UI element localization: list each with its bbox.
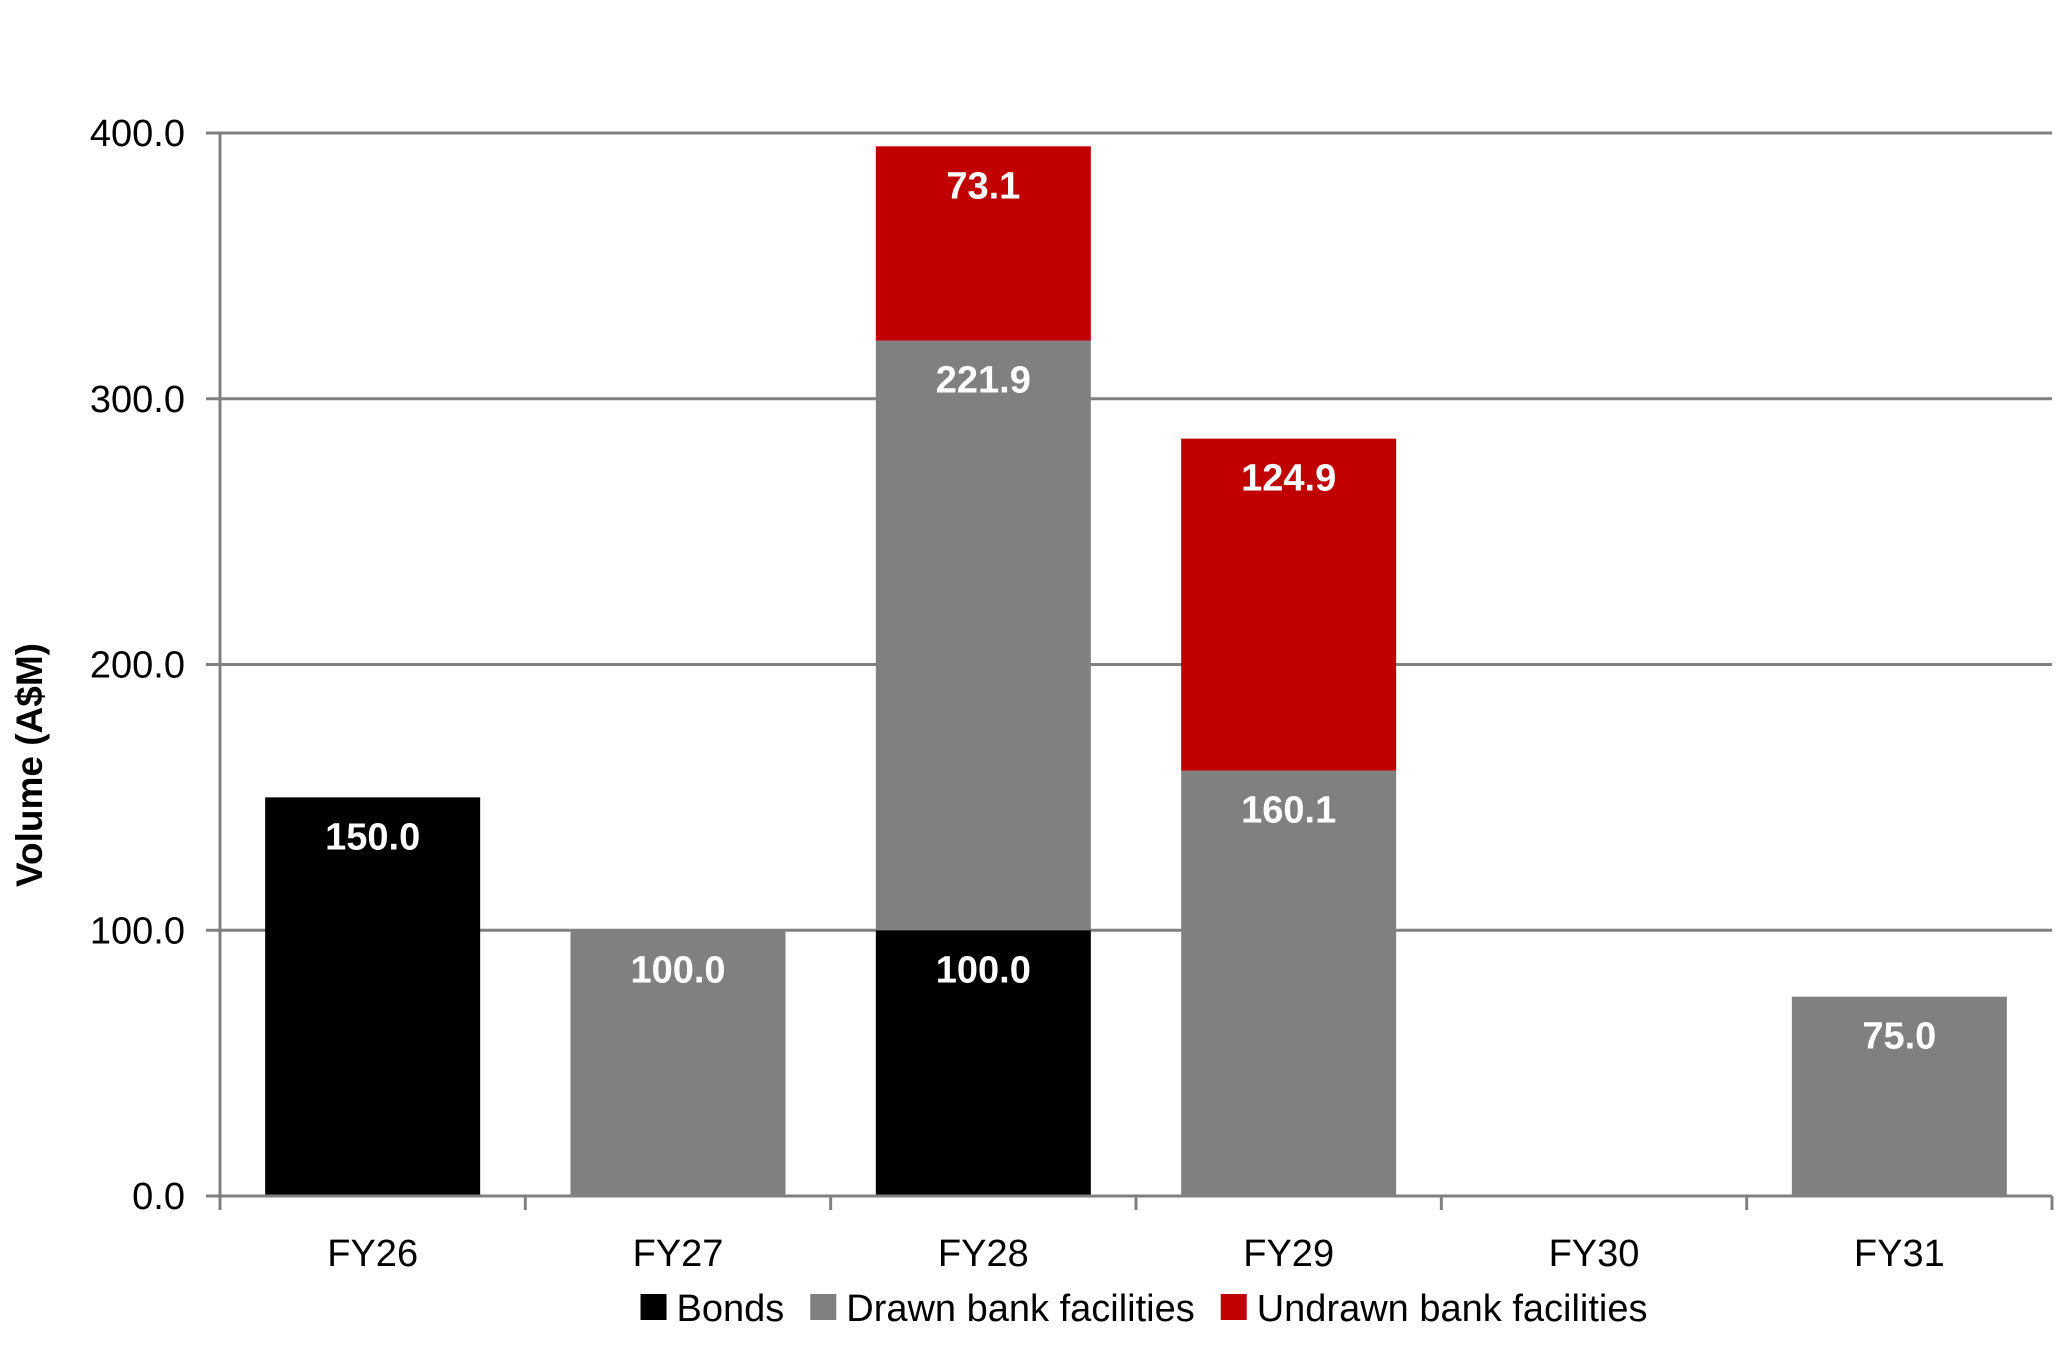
bar-segment xyxy=(570,930,786,1196)
data-label: 75.0 xyxy=(1862,1016,1936,1058)
bars xyxy=(265,146,2007,1196)
x-tick-label: FY26 xyxy=(327,1233,418,1275)
bar-segment xyxy=(1181,438,1397,771)
x-tick-label: FY31 xyxy=(1854,1233,1945,1275)
data-label: 73.1 xyxy=(946,165,1020,207)
bar-segment xyxy=(875,930,1091,1196)
y-axis-title: Volume (A$M) xyxy=(9,643,50,887)
data-label: 160.1 xyxy=(1241,790,1336,832)
data-label: 100.0 xyxy=(630,949,725,991)
bar-segment xyxy=(265,797,481,1196)
legend-swatch xyxy=(1220,1294,1247,1320)
x-tick-label: FY27 xyxy=(633,1233,724,1275)
x-tick-label: FY30 xyxy=(1549,1233,1640,1275)
bar-segment xyxy=(1181,770,1397,1196)
legend-label: Undrawn bank facilities xyxy=(1257,1288,1648,1330)
x-tick-label: FY28 xyxy=(938,1233,1029,1275)
legend: Bonds Drawn bank facilities Undrawn bank f… xyxy=(640,1288,1648,1330)
legend-label: Drawn bank facilities xyxy=(846,1288,1194,1330)
bar-segment xyxy=(875,340,1091,931)
data-label: 124.9 xyxy=(1241,458,1336,500)
data-label: 100.0 xyxy=(936,949,1031,991)
y-tick-label: 100.0 xyxy=(90,910,185,952)
data-label: 221.9 xyxy=(936,360,1031,402)
legend-swatch xyxy=(810,1294,837,1320)
y-tick-label: 0.0 xyxy=(132,1176,185,1218)
y-tick-label: 400.0 xyxy=(90,113,185,155)
y-tick-label: 200.0 xyxy=(90,645,185,687)
data-label: 150.0 xyxy=(325,816,420,858)
x-tick-label: FY29 xyxy=(1243,1233,1334,1275)
y-tick-label: 300.0 xyxy=(90,379,185,421)
gridlines xyxy=(220,131,2052,932)
legend-label: Bonds xyxy=(677,1288,785,1330)
data-labels: 150.0 100.0 100.0 221.9 73.1 160.1 124.9 75.0 xyxy=(325,165,1936,1057)
bar-segment xyxy=(1791,996,2007,1196)
axes: 0.0 100.0 200.0 300.0 400.0 FY26 FY27 FY28 FY29 F… xyxy=(90,113,2054,1275)
legend-swatch xyxy=(640,1294,667,1320)
bar-segment xyxy=(875,146,1091,341)
